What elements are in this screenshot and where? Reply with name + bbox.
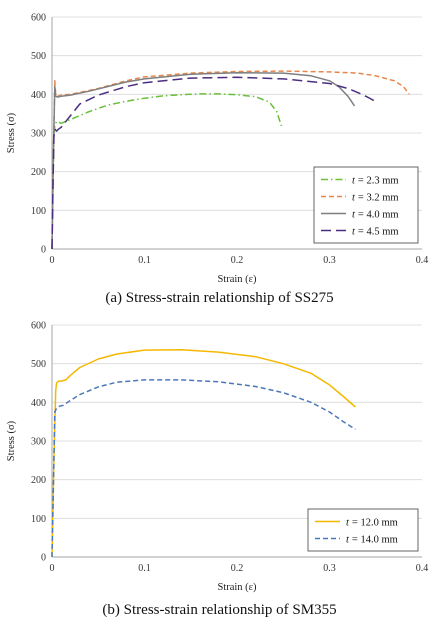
x-tick-label: 0.1 <box>138 563 151 574</box>
x-tick-label: 0.1 <box>138 255 151 266</box>
y-tick-label: 500 <box>31 359 46 370</box>
legend-value: = 3.2 mm <box>358 192 399 203</box>
legend: t = 12.0 mmt = 14.0 mm <box>307 508 419 552</box>
y-tick-label: 100 <box>31 514 46 525</box>
legend-variable: t <box>352 226 356 237</box>
x-tick-label: 0.4 <box>416 255 429 266</box>
y-axis-label: Stress (σ) <box>6 420 17 461</box>
legend-value: = 14.0 mm <box>352 534 398 545</box>
legend: t = 2.3 mmt = 3.2 mmt = 4.0 mmt = 4.5 mm <box>313 166 419 244</box>
caption-b: (b) Stress-strain relationship of SM355 <box>102 602 337 618</box>
y-tick-label: 300 <box>31 437 46 448</box>
legend-value: = 4.5 mm <box>358 226 399 237</box>
legend-entry: t = 12.0 mm <box>346 517 398 528</box>
figure-a: 0 100 200 300 400 500 600 0 0.1 0.2 0.3 0.4 Strain (… <box>6 13 429 307</box>
caption-a: (a) Stress-strain relationship of SS275 <box>105 290 334 306</box>
series-line-1 <box>51 348 356 558</box>
x-axis-label: Strain (ε) <box>217 582 257 593</box>
series-line-3 <box>51 71 356 250</box>
x-tick-label: 0.2 <box>231 563 244 574</box>
x-tick-label: 0.2 <box>231 255 244 266</box>
y-tick-label: 300 <box>31 129 46 140</box>
y-tick-label: 0 <box>41 245 46 256</box>
legend-entry: t = 3.2 mm <box>352 192 399 203</box>
series-line-4 <box>51 76 378 250</box>
series-line-2 <box>51 70 410 250</box>
y-tick-label: 400 <box>31 398 46 409</box>
y-tick-label: 400 <box>31 90 46 101</box>
legend-value: = 4.0 mm <box>358 209 399 220</box>
figure-b: 0 100 200 300 400 500 600 0 0.1 0.2 0.3 0.4 Strain (… <box>0 316 439 632</box>
y-axis-label: Stress (σ) <box>6 112 17 153</box>
legend-variable: t <box>352 175 356 186</box>
x-tick-label: 0.3 <box>323 255 336 266</box>
y-tick-label: 500 <box>31 51 46 62</box>
legend-variable: t <box>346 517 350 528</box>
chart-b: 0 100 200 300 400 500 600 0 0.1 0.2 0.3 0.4 Strain (… <box>6 321 429 594</box>
y-tick-label: 100 <box>31 206 46 217</box>
legend-entry: t = 2.3 mm <box>352 175 399 186</box>
legend-value: = 2.3 mm <box>358 175 399 186</box>
legend-variable: t <box>346 534 350 545</box>
y-tick-label: 0 <box>41 553 46 564</box>
series-line-2 <box>51 379 356 558</box>
chart-a: 0 100 200 300 400 500 600 0 0.1 0.2 0.3 0.4 Strain (… <box>6 13 429 286</box>
legend-value: = 12.0 mm <box>352 517 398 528</box>
legend-variable: t <box>352 192 356 203</box>
legend-entry: t = 4.5 mm <box>352 226 399 237</box>
x-tick-label: 0 <box>50 563 55 574</box>
y-tick-label: 200 <box>31 475 46 486</box>
legend-entry: t = 4.0 mm <box>352 209 399 220</box>
y-tick-label: 200 <box>31 167 46 178</box>
legend-entry: t = 14.0 mm <box>346 534 398 545</box>
y-tick-label: 600 <box>31 321 46 332</box>
x-tick-label: 0.4 <box>416 563 429 574</box>
legend-box <box>307 508 419 552</box>
x-tick-label: 0 <box>50 255 55 266</box>
x-axis-label: Strain (ε) <box>217 274 257 285</box>
legend-variable: t <box>352 209 356 220</box>
y-tick-label: 600 <box>31 13 46 24</box>
x-tick-label: 0.3 <box>323 563 336 574</box>
